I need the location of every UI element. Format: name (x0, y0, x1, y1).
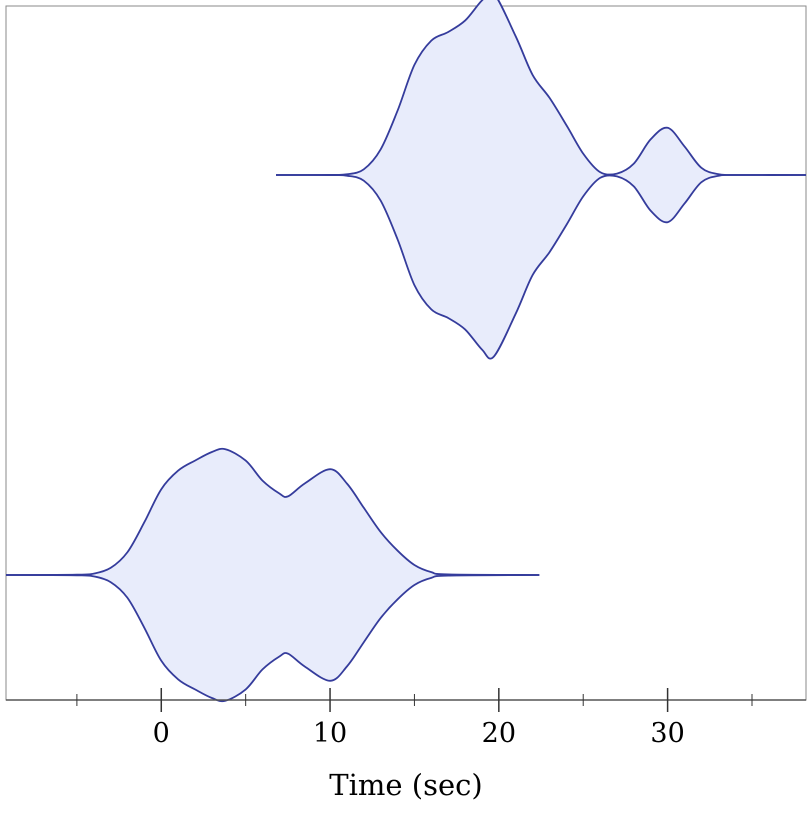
violin-upper-edge-1 (275, 0, 807, 176)
violin-body-0 (6, 448, 540, 702)
violin-lower-edge-0 (5, 574, 540, 703)
violin-upper-edge-0 (5, 447, 540, 576)
violin-body-1 (276, 0, 806, 359)
x-tick-label: 30 (650, 718, 684, 749)
x-tick-label: 10 (313, 718, 347, 749)
x-axis-label: Time (sec) (329, 768, 482, 802)
x-axis-ticks: 0 10 20 30 (76, 688, 753, 749)
x-tick-label: 0 (153, 718, 170, 749)
x-tick-label: 20 (482, 718, 516, 749)
violin-group (5, 0, 807, 703)
violin-lower-edge-1 (275, 174, 807, 360)
